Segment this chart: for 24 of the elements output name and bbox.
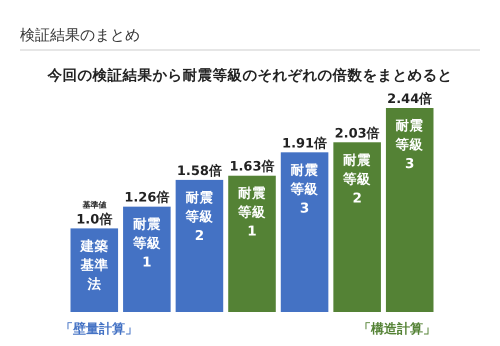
x-tick-label: 建築基準法 <box>79 238 108 292</box>
data-label: 2.44倍 <box>387 91 432 107</box>
chart-subtitle: 今回の検証結果から耐震等級のそれぞれの倍数をまとめると <box>46 67 452 84</box>
bar <box>386 108 434 312</box>
annotation: 基準値 <box>81 200 106 210</box>
bar <box>333 142 381 312</box>
x-tick-label: 耐震等級1 <box>237 186 267 240</box>
x-tick-label: 耐震等級2 <box>184 190 214 244</box>
bar <box>176 180 224 312</box>
x-tick-label: 耐震等級1 <box>132 216 162 271</box>
data-label: 1.58倍 <box>176 162 222 179</box>
x-tick-label: 耐震等級2 <box>342 152 372 206</box>
data-label: 1.0倍 <box>76 211 112 228</box>
bar <box>228 176 276 312</box>
text: 「構造計算」 <box>358 321 436 337</box>
data-label: 1.26倍 <box>124 190 170 206</box>
data-label: 1.91倍 <box>282 135 328 152</box>
chart-title: 検証結果のまとめ <box>20 26 140 44</box>
data-label: 2.03倍 <box>334 125 380 142</box>
x-tick-label: 耐震等級3 <box>394 118 425 172</box>
x-tick-label: 耐震等級3 <box>290 162 320 216</box>
data-label: 1.63倍 <box>229 158 275 175</box>
bar <box>280 152 328 312</box>
text: 「壁量計算」 <box>60 321 138 337</box>
